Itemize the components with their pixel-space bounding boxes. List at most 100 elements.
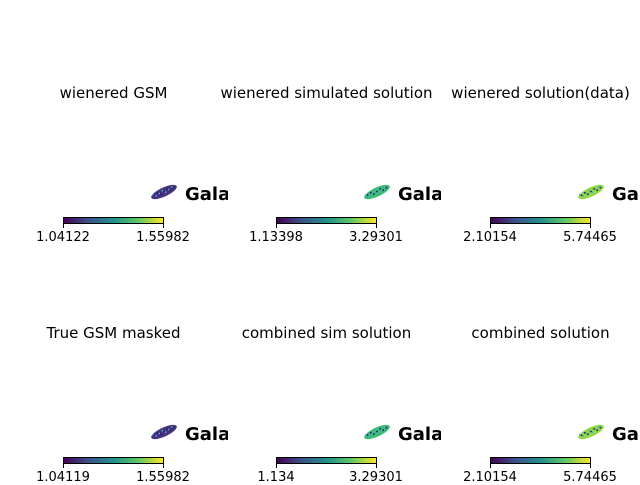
heatmap-cell bbox=[376, 190, 378, 193]
heatmap-cell bbox=[582, 195, 584, 197]
heatmap-cell bbox=[591, 191, 594, 194]
heatmap-cell bbox=[598, 426, 600, 428]
colorbar bbox=[63, 457, 164, 464]
colorbar-tick-max bbox=[163, 464, 164, 468]
heatmap-cell bbox=[371, 192, 374, 195]
heatmap-cell bbox=[579, 193, 581, 196]
colorbar-tick-max bbox=[590, 464, 591, 468]
heatmap-cell bbox=[590, 430, 592, 433]
colorbar bbox=[63, 217, 164, 224]
heatmap-cell bbox=[164, 431, 167, 434]
colorbar bbox=[276, 217, 377, 224]
heatmap-cell bbox=[583, 431, 586, 434]
colorbar-label-min: 1.04122 bbox=[36, 230, 90, 245]
colorbar-tick-max bbox=[376, 464, 377, 468]
heatmap-cell bbox=[368, 195, 370, 197]
heatmap-cell bbox=[373, 433, 375, 435]
subplot-3: wienered solution(data) Gala 2.10154 5.7446… bbox=[434, 0, 640, 245]
colorbar-tick-min bbox=[63, 224, 64, 228]
heatmap-cell bbox=[580, 194, 583, 197]
heatmap-cell bbox=[377, 191, 380, 194]
heatmap-cell bbox=[591, 431, 594, 434]
colorbar bbox=[490, 217, 591, 224]
heatmap-cell bbox=[596, 429, 599, 432]
heatmap-cell bbox=[384, 186, 386, 188]
heatmap-cell bbox=[155, 195, 157, 197]
heatmap-cell bbox=[590, 190, 592, 193]
heatmap-cell bbox=[385, 426, 388, 429]
heatmap-cell bbox=[594, 428, 597, 431]
heatmap-cell bbox=[365, 433, 367, 436]
heatmap-cell bbox=[163, 190, 165, 193]
heatmap-patch bbox=[151, 184, 177, 200]
colorbar-label-max: 1.55982 bbox=[136, 230, 190, 245]
overlay-text: Gala bbox=[612, 424, 640, 445]
heatmap-cell bbox=[371, 432, 374, 435]
colorbar bbox=[490, 457, 591, 464]
heatmap-cell bbox=[382, 429, 385, 432]
subplot-title: wienered simulated solution bbox=[220, 84, 433, 102]
colorbar bbox=[276, 457, 377, 464]
heatmap-cell bbox=[598, 186, 600, 188]
heatmap-cell bbox=[599, 186, 602, 189]
heatmap-cell bbox=[158, 432, 161, 435]
colorbar-tick-max bbox=[376, 224, 377, 228]
subplot-6: combined solution Gala 2.10154 5.74465 bbox=[434, 240, 640, 485]
heatmap-cell bbox=[376, 430, 378, 433]
heatmap-cell bbox=[156, 431, 159, 434]
subplot-4: True GSM masked Gala 1.04119 1.55982 bbox=[7, 240, 228, 485]
colorbar-label-min: 1.13398 bbox=[249, 230, 303, 245]
overlay-text-clip: Gala bbox=[185, 182, 228, 208]
colorbar-label-min: 1.04119 bbox=[36, 470, 90, 485]
subplot-title: wienered GSM bbox=[59, 84, 168, 102]
heatmap-cell bbox=[593, 428, 595, 430]
heatmap-cell bbox=[582, 435, 584, 437]
overlay-text-clip: Gala bbox=[398, 182, 441, 208]
heatmap-cell bbox=[164, 191, 167, 194]
heatmap-cell bbox=[166, 428, 168, 430]
overlay-text: Gala bbox=[185, 184, 228, 205]
heatmap-cell bbox=[585, 192, 588, 195]
heatmap-cell bbox=[374, 429, 377, 432]
heatmap-cell bbox=[580, 434, 583, 437]
colorbar-tick-max bbox=[163, 224, 164, 228]
overlay-text: Gala bbox=[398, 424, 441, 445]
heatmap-cell bbox=[155, 435, 157, 437]
colorbar-label-max: 5.74465 bbox=[563, 230, 617, 245]
heatmap-cell bbox=[379, 428, 381, 430]
heatmap-cell bbox=[166, 188, 168, 190]
heatmap-cell bbox=[593, 188, 595, 190]
subplot-title: True GSM masked bbox=[46, 324, 181, 342]
heatmap-cell bbox=[587, 433, 589, 435]
heatmap-cell bbox=[171, 186, 173, 188]
heatmap-cell bbox=[171, 426, 173, 428]
heatmap-cell bbox=[579, 433, 581, 436]
heatmap-cell bbox=[169, 189, 172, 192]
overlay-text-clip: Gala bbox=[398, 422, 441, 448]
heatmap-patch bbox=[578, 184, 604, 200]
heatmap-cell bbox=[599, 426, 602, 429]
heatmap-cell bbox=[385, 186, 388, 189]
heatmap-patch bbox=[578, 424, 604, 440]
heatmap-patch bbox=[151, 424, 177, 440]
heatmap-cell bbox=[366, 434, 369, 437]
colorbar-tick-min bbox=[490, 464, 491, 468]
subplot-2: wienered simulated solution Gala 1.13398 3.… bbox=[220, 0, 441, 245]
colorbar-tick-min bbox=[490, 224, 491, 228]
heatmap-cell bbox=[588, 429, 591, 432]
colorbar-label-min: 1.134 bbox=[257, 470, 295, 485]
heatmap-cell bbox=[156, 191, 159, 194]
heatmap-cell bbox=[380, 428, 383, 431]
overlay-text: Gala bbox=[612, 184, 640, 205]
heatmap-cell bbox=[160, 193, 162, 195]
heatmap-cell bbox=[160, 433, 162, 435]
overlay-text-clip: Gala bbox=[185, 422, 228, 448]
colorbar-label-min: 2.10154 bbox=[463, 470, 517, 485]
subplot-title: combined sim solution bbox=[241, 324, 412, 342]
colorbar-label-max: 3.29301 bbox=[349, 470, 403, 485]
heatmap-cell bbox=[368, 435, 370, 437]
heatmap-cell bbox=[373, 193, 375, 195]
heatmap-cell bbox=[152, 433, 154, 436]
subplot-5: combined sim solution Gala 1.134 3.29301 bbox=[220, 240, 441, 485]
